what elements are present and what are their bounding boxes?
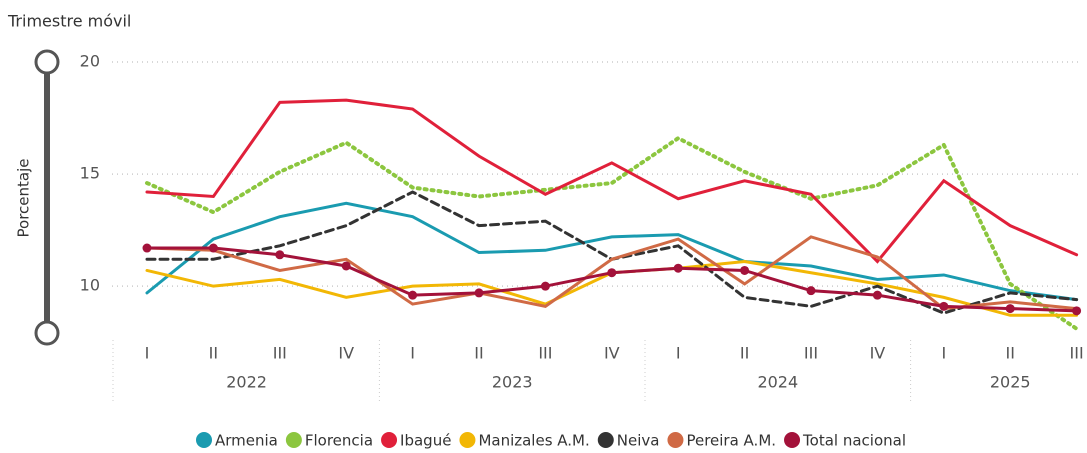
x-tick-label: II <box>1005 344 1014 363</box>
legend-label: Pereira A.M. <box>686 432 776 450</box>
data-point <box>740 265 750 275</box>
y-axis-label: Porcentaje <box>15 159 33 238</box>
legend-marker <box>285 432 302 448</box>
legend-label: Neiva <box>617 432 660 450</box>
x-tick-label: III <box>1070 344 1084 363</box>
chart-title: Trimestre móvil <box>7 12 131 31</box>
x-tick-label: IV <box>338 344 354 363</box>
range-slider[interactable] <box>34 49 60 346</box>
x-tick-label: I <box>941 344 946 363</box>
slider-handle[interactable] <box>34 320 60 346</box>
legend-marker <box>597 432 614 448</box>
x-group-label: 2022 <box>226 373 267 392</box>
slider-handle[interactable] <box>34 49 60 75</box>
data-point <box>275 250 285 260</box>
x-group-label: 2025 <box>990 373 1031 392</box>
legend-marker <box>667 432 684 448</box>
data-point <box>806 286 816 296</box>
legend-label: Armenia <box>215 432 278 450</box>
legend-marker <box>459 432 476 448</box>
legend-label: Total nacional <box>802 432 906 450</box>
data-point <box>673 263 683 273</box>
y-tick-label: 15 <box>80 164 100 183</box>
x-tick-label: II <box>740 344 749 363</box>
series-line <box>145 201 1079 302</box>
data-point <box>607 268 617 278</box>
y-tick-label: 10 <box>80 276 100 295</box>
data-point <box>939 301 949 311</box>
legend: Armenia Florencia Ibagué Manizales A.M. Neiv… <box>196 432 906 450</box>
data-point <box>474 288 484 298</box>
data-point <box>208 243 218 253</box>
x-tick-label: III <box>273 344 287 363</box>
legend-label: Florencia <box>305 432 373 450</box>
data-point <box>1005 304 1015 314</box>
y-tick-label: 20 <box>80 52 100 71</box>
series-line <box>145 235 1079 311</box>
x-tick-label: III <box>804 344 818 363</box>
x-tick-label: I <box>676 344 681 363</box>
series-line <box>145 98 1079 264</box>
data-point <box>1072 306 1082 316</box>
x-group-label: 2024 <box>757 373 798 392</box>
data-point <box>872 290 882 300</box>
x-tick-label: IV <box>604 344 620 363</box>
legend-label: Ibagué <box>400 432 451 450</box>
x-tick-label: II <box>209 344 218 363</box>
x-tick-label: II <box>474 344 483 363</box>
data-point <box>341 261 351 271</box>
x-tick-label: I <box>410 344 415 363</box>
series-line <box>145 246 1079 313</box>
legend-marker <box>784 432 801 448</box>
x-tick-label: I <box>145 344 150 363</box>
data-point <box>408 290 418 300</box>
legend-marker <box>196 432 212 448</box>
legend-label: Manizales A.M. <box>478 432 589 450</box>
series-line <box>145 135 1079 331</box>
data-point <box>540 281 550 291</box>
legend-marker <box>381 432 398 448</box>
data-point <box>142 243 152 253</box>
x-tick-label: III <box>538 344 552 363</box>
x-group-label: 2023 <box>492 373 533 392</box>
x-tick-label: IV <box>870 344 886 363</box>
